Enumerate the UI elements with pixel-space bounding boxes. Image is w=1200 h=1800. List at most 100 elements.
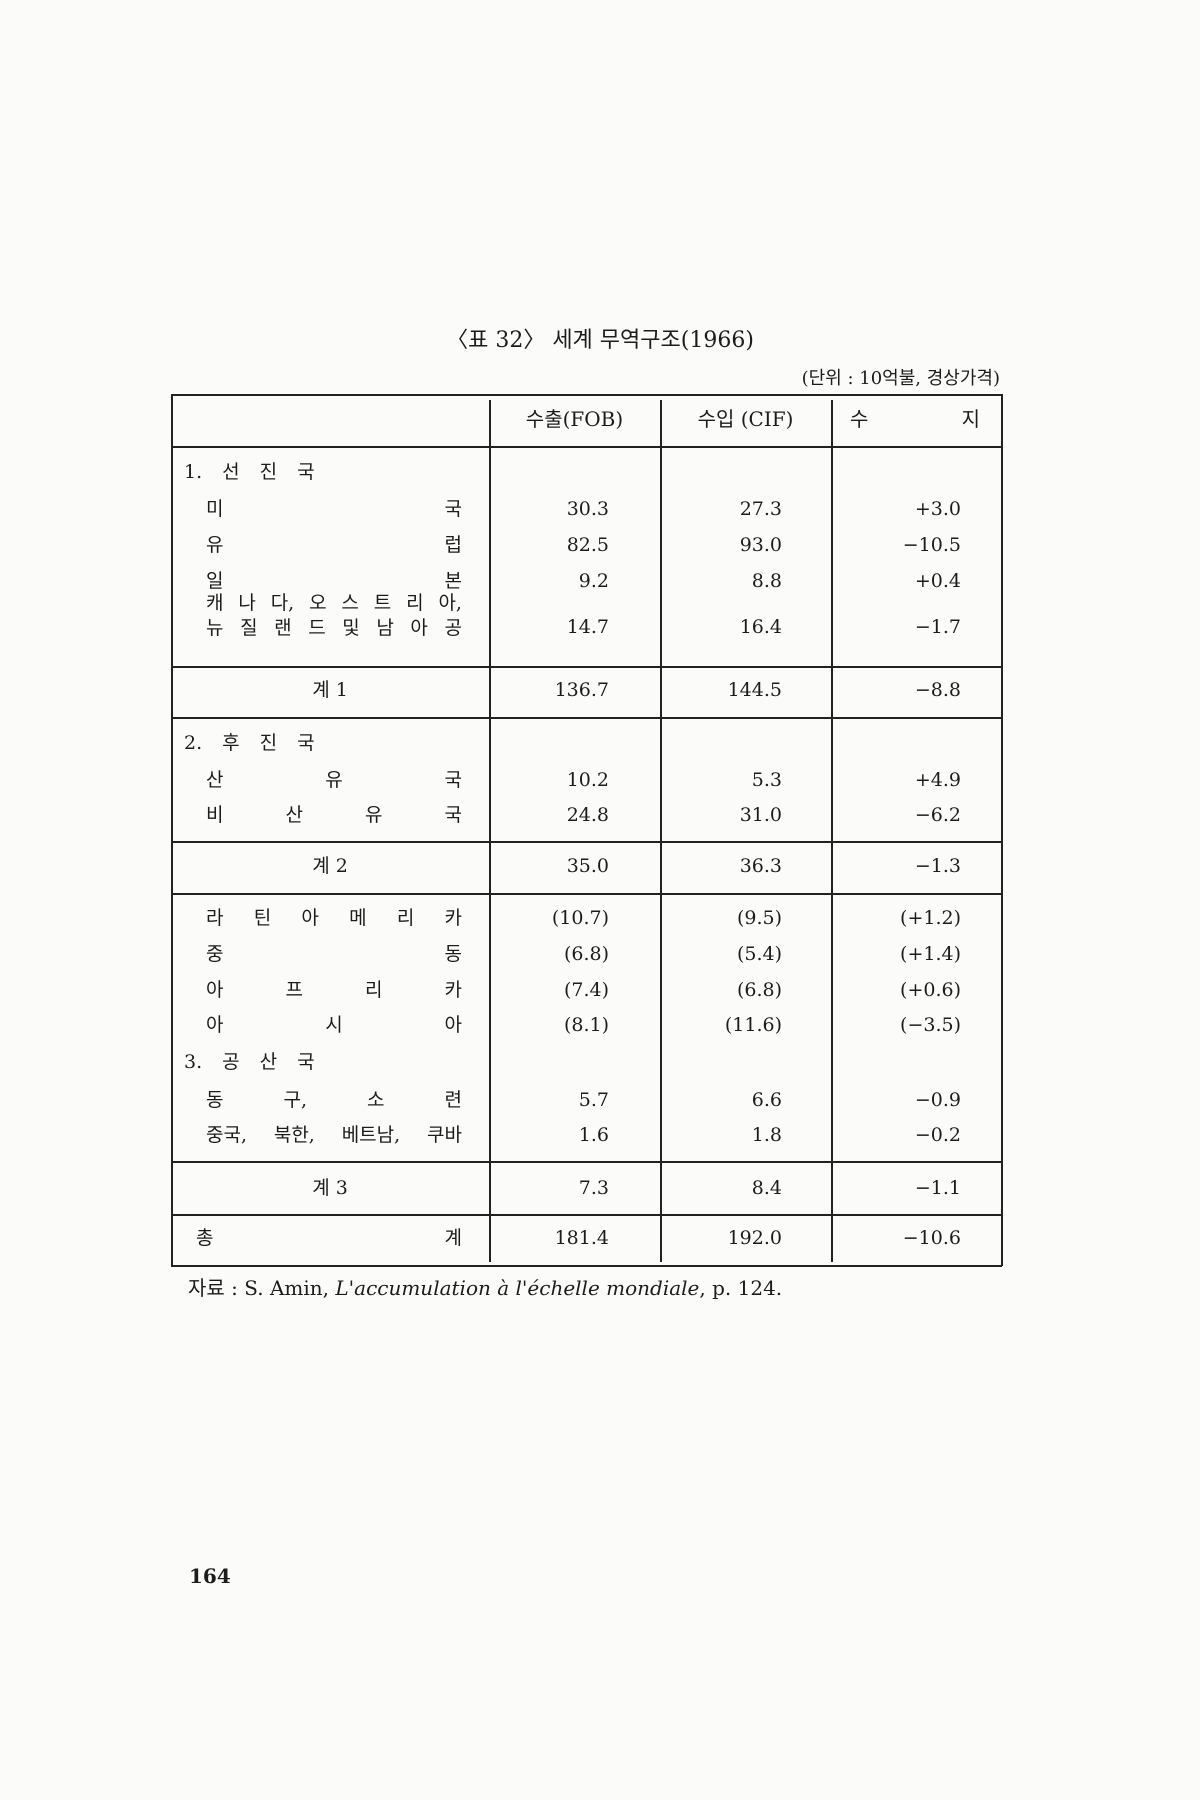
- cell-export: (10.7): [551, 907, 609, 929]
- label-part: 산: [259, 1051, 278, 1073]
- label-part: 캐: [206, 592, 224, 614]
- cell-export: 181.4: [554, 1227, 609, 1249]
- label-part: 카: [444, 907, 462, 929]
- label-part: 구,: [283, 1089, 308, 1111]
- cell-balance: −10.5: [902, 534, 961, 556]
- source-title: L'accumulation à l'échelle mondiale: [335, 1276, 700, 1300]
- label-part: 리: [365, 979, 383, 1001]
- label-part: 아,: [438, 592, 462, 614]
- label-part: 스: [341, 592, 359, 614]
- label-part: 공: [444, 617, 462, 639]
- cell-balance: −1.3: [914, 855, 961, 877]
- label-part: 아: [206, 979, 224, 1001]
- cell-export: (8.1): [563, 1014, 609, 1036]
- label-part: 쿠바: [427, 1124, 462, 1146]
- label-part: 틴: [253, 907, 272, 929]
- label-part: 및: [342, 617, 360, 639]
- table-rule: [171, 1265, 1002, 1267]
- cell-import: (9.5): [736, 907, 782, 929]
- label-part: 아: [444, 1014, 462, 1036]
- label-part: 유: [206, 534, 224, 556]
- label-part: 다,: [270, 592, 295, 614]
- col-header-export: 수출(FOB): [525, 407, 624, 431]
- cell-import: 8.8: [751, 570, 782, 592]
- cell-import: (11.6): [724, 1014, 782, 1036]
- table-rule: [171, 841, 1002, 843]
- label-part: 2.: [184, 732, 203, 754]
- label-part: 산: [206, 769, 224, 791]
- cell-export: 9.2: [578, 570, 609, 592]
- label-part: 메: [349, 907, 367, 929]
- cell-import: 192.0: [727, 1227, 782, 1249]
- cell-export: 35.0: [566, 855, 609, 877]
- label-part: 베트남,: [341, 1124, 401, 1146]
- label-part: 미: [206, 498, 224, 520]
- cell-export: 82.5: [566, 534, 609, 556]
- cell-balance: −10.6: [902, 1227, 961, 1249]
- column-rule: [831, 400, 833, 1262]
- label-part: 오: [309, 592, 327, 614]
- cell-balance: −1.1: [914, 1177, 961, 1199]
- table-rule: [171, 893, 1002, 895]
- cell-import: 5.3: [751, 769, 782, 791]
- label-part: 동: [206, 1089, 224, 1111]
- label-part: 나: [238, 592, 256, 614]
- label-part: 카: [444, 979, 462, 1001]
- label-part: 중국,: [206, 1124, 247, 1146]
- label-part: 유: [325, 769, 343, 791]
- cell-import: 6.6: [751, 1089, 782, 1111]
- cell-import: 93.0: [739, 534, 782, 556]
- cell-export: (7.4): [563, 979, 609, 1001]
- label-part: 국: [297, 732, 315, 754]
- source-prefix: 자료 : S. Amin,: [188, 1276, 336, 1300]
- label-part: 리: [406, 592, 424, 614]
- label-part: 국: [297, 1051, 315, 1073]
- cell-export: 7.3: [578, 1177, 609, 1199]
- cell-export: 24.8: [566, 804, 609, 826]
- cell-export: 10.2: [566, 769, 609, 791]
- cell-balance: +3.0: [914, 498, 961, 520]
- label-part: 1.: [184, 461, 203, 483]
- row-label: 3. 공 산 국: [184, 1051, 315, 1073]
- cell-balance: (+1.2): [900, 907, 961, 929]
- label-part: 국: [444, 804, 462, 826]
- label-part: 드: [308, 617, 326, 639]
- cell-export: (6.8): [563, 943, 609, 965]
- row-label: 중국, 북한, 베트남, 쿠바: [206, 1124, 462, 1146]
- cell-balance: (−3.5): [900, 1014, 961, 1036]
- cell-import: 31.0: [739, 804, 782, 826]
- label-part: 리: [396, 907, 415, 929]
- cell-import: 1.8: [751, 1124, 782, 1146]
- cell-import: (5.4): [736, 943, 782, 965]
- page-number: 164: [189, 1564, 231, 1588]
- label-part: 계: [444, 1227, 462, 1249]
- label-part: 뉴: [206, 617, 224, 639]
- label-part: 본: [444, 570, 462, 592]
- cell-import: 8.4: [751, 1177, 782, 1199]
- label-part: 산: [285, 804, 303, 826]
- label-part: 진: [259, 732, 278, 754]
- cell-import: 144.5: [727, 679, 782, 701]
- cell-import: 27.3: [739, 498, 782, 520]
- label-part: 아: [206, 1014, 224, 1036]
- label-part: 랜: [274, 617, 292, 639]
- label-part: 후: [222, 732, 240, 754]
- row-label-line: 캐 나 다, 오 스 트 리 아,: [206, 592, 462, 614]
- label-part: 아: [301, 907, 319, 929]
- unit-note: (단위 : 10억불, 경상가격): [801, 368, 1000, 389]
- label-part: 선: [222, 461, 240, 483]
- label-part: 시: [325, 1014, 343, 1036]
- label-part: 3.: [184, 1051, 203, 1073]
- row-label: 동 구, 소 련: [206, 1089, 462, 1111]
- row-label: 계 1: [312, 679, 348, 701]
- cell-export: 30.3: [566, 498, 609, 520]
- label-part: 질: [240, 617, 258, 639]
- label-part: 국: [444, 769, 462, 791]
- label-part: 공: [222, 1051, 240, 1073]
